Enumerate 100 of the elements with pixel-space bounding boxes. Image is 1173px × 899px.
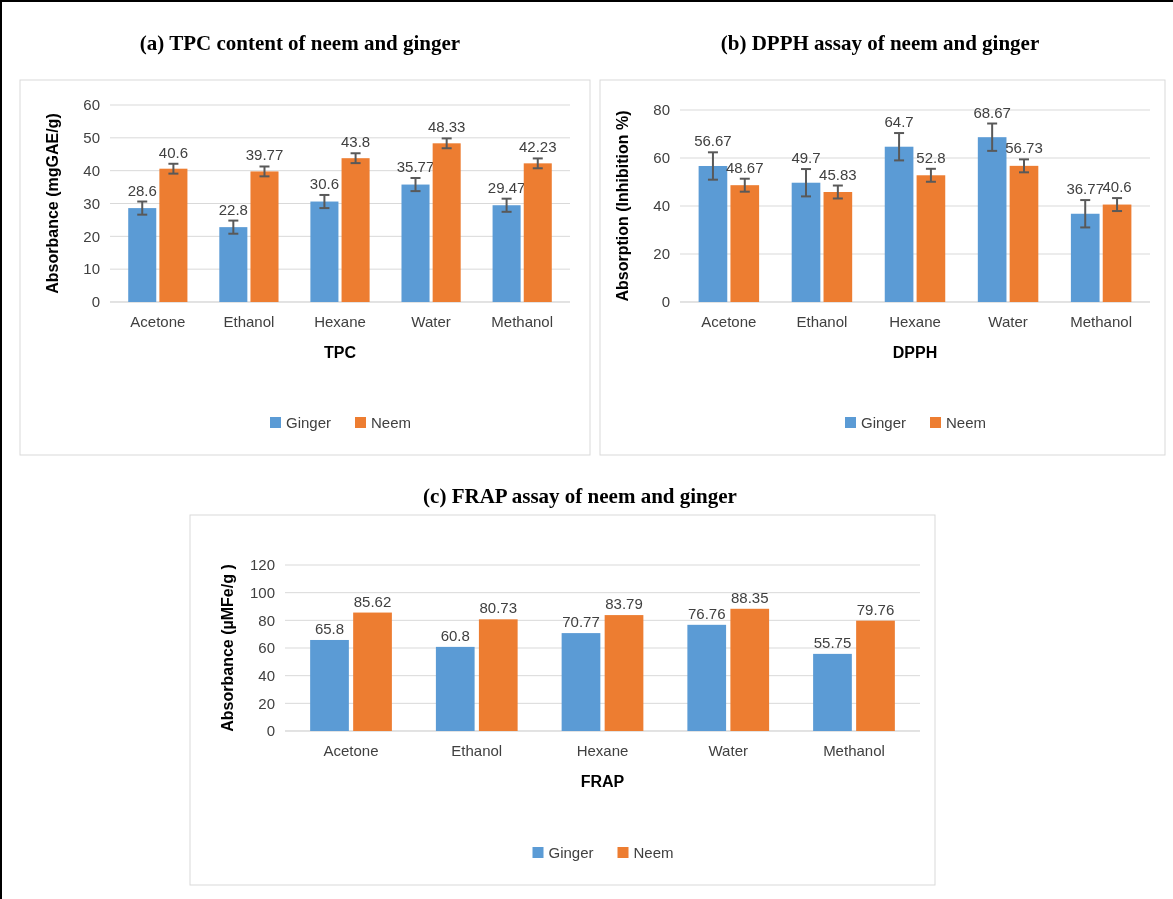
bar bbox=[561, 633, 601, 731]
y-tick-label: 30 bbox=[83, 194, 100, 212]
x-tick-label: Hexane bbox=[576, 742, 629, 759]
bar bbox=[310, 201, 339, 302]
y-tick-label: 100 bbox=[249, 583, 275, 601]
y-tick-label: 80 bbox=[653, 101, 670, 119]
bar bbox=[435, 646, 475, 731]
x-tick-label: Acetone bbox=[323, 742, 379, 759]
bar bbox=[730, 608, 770, 731]
bar bbox=[977, 137, 1007, 302]
data-label: 70.77 bbox=[562, 613, 600, 631]
bar bbox=[310, 639, 349, 731]
y-tick-label: 20 bbox=[653, 245, 670, 263]
chart-title: (c) FRAP assay of neem and ginger bbox=[423, 484, 737, 508]
data-label: 68.67 bbox=[973, 103, 1011, 121]
data-label: 45.83 bbox=[819, 165, 857, 183]
bar bbox=[1009, 165, 1039, 302]
data-label: 56.73 bbox=[1005, 139, 1043, 157]
y-tick-label: 80 bbox=[258, 611, 275, 629]
data-label: 64.7 bbox=[884, 113, 914, 131]
y-axis-title: Absorbance (mgGAE/g) bbox=[44, 113, 61, 294]
y-tick-label: 10 bbox=[83, 260, 100, 278]
bar bbox=[730, 185, 760, 302]
y-axis-title: Absorbance (µMFe/g ) bbox=[219, 564, 236, 732]
data-label: 49.7 bbox=[791, 149, 821, 167]
bar bbox=[250, 171, 279, 302]
bar bbox=[341, 158, 370, 302]
data-label: 65.8 bbox=[314, 619, 345, 637]
data-label: 40.6 bbox=[158, 143, 188, 161]
bar bbox=[884, 146, 914, 302]
bar bbox=[128, 208, 157, 302]
legend-label: Ginger bbox=[548, 844, 594, 862]
data-label: 85.62 bbox=[353, 592, 392, 610]
x-tick-label: Acetone bbox=[130, 313, 186, 330]
data-label: 28.6 bbox=[127, 181, 157, 199]
data-label: 43.8 bbox=[340, 133, 371, 151]
data-label: 30.6 bbox=[309, 174, 340, 192]
bar bbox=[492, 205, 521, 302]
bar bbox=[401, 184, 430, 302]
y-tick-label: 50 bbox=[83, 129, 100, 147]
bar bbox=[604, 615, 644, 731]
y-tick-label: 20 bbox=[258, 694, 275, 712]
y-tick-label: 60 bbox=[83, 96, 100, 114]
y-tick-label: 60 bbox=[258, 639, 275, 657]
bar bbox=[523, 163, 552, 302]
legend-label: Neem bbox=[946, 414, 987, 432]
data-label: 40.6 bbox=[1102, 178, 1132, 196]
x-axis-title: DPPH bbox=[892, 344, 938, 361]
y-tick-label: 0 bbox=[91, 293, 100, 311]
x-tick-label: Water bbox=[988, 313, 1028, 330]
y-tick-label: 40 bbox=[83, 161, 100, 179]
data-label: 60.8 bbox=[440, 626, 470, 644]
x-tick-label: Ethanol bbox=[223, 313, 275, 330]
data-label: 48.33 bbox=[427, 118, 466, 136]
x-tick-label: Ethanol bbox=[796, 313, 848, 330]
y-tick-label: 20 bbox=[83, 227, 100, 245]
y-tick-label: 60 bbox=[653, 149, 670, 167]
bar bbox=[159, 168, 188, 302]
legend-label: Neem bbox=[633, 844, 674, 862]
data-label: 36.77 bbox=[1066, 180, 1104, 198]
chart-title: (a) TPC content of neem and ginger bbox=[139, 31, 461, 55]
x-axis-title: TPC bbox=[324, 344, 357, 361]
bar bbox=[353, 612, 392, 731]
x-tick-label: Acetone bbox=[701, 313, 757, 330]
bar bbox=[856, 620, 895, 731]
x-tick-label: Methanol bbox=[491, 313, 554, 330]
bar bbox=[698, 165, 728, 302]
x-tick-label: Ethanol bbox=[451, 742, 503, 759]
data-label: 22.8 bbox=[218, 200, 248, 218]
data-label: 55.75 bbox=[813, 633, 852, 651]
chart-title: (b) DPPH assay of neem and ginger bbox=[720, 31, 1040, 55]
data-label: 76.76 bbox=[687, 604, 726, 622]
legend-label: Neem bbox=[371, 414, 412, 432]
data-label: 79.76 bbox=[856, 600, 895, 618]
x-axis-title: FRAP bbox=[580, 773, 625, 790]
x-tick-label: Hexane bbox=[889, 313, 941, 330]
data-label: 88.35 bbox=[730, 588, 769, 606]
data-label: 80.73 bbox=[479, 599, 518, 617]
x-tick-label: Methanol bbox=[1070, 313, 1132, 330]
data-label: 39.77 bbox=[245, 146, 284, 164]
bar bbox=[813, 653, 852, 731]
bar bbox=[916, 175, 946, 302]
bar bbox=[823, 192, 853, 302]
bar bbox=[791, 182, 821, 302]
bar bbox=[478, 619, 518, 731]
data-label: 29.47 bbox=[487, 178, 526, 196]
bar bbox=[432, 143, 461, 302]
x-tick-label: Methanol bbox=[823, 742, 885, 759]
x-tick-label: Water bbox=[708, 742, 748, 759]
bar bbox=[219, 227, 248, 302]
data-label: 35.77 bbox=[396, 157, 435, 175]
data-label: 56.67 bbox=[694, 132, 732, 150]
x-tick-label: Water bbox=[411, 313, 451, 330]
y-tick-label: 0 bbox=[266, 722, 275, 740]
data-label: 48.67 bbox=[726, 158, 764, 176]
x-tick-label: Hexane bbox=[314, 313, 366, 330]
data-label: 42.23 bbox=[518, 138, 557, 156]
data-label: 52.8 bbox=[916, 148, 946, 166]
bar bbox=[1102, 204, 1132, 302]
y-tick-label: 40 bbox=[258, 666, 275, 684]
